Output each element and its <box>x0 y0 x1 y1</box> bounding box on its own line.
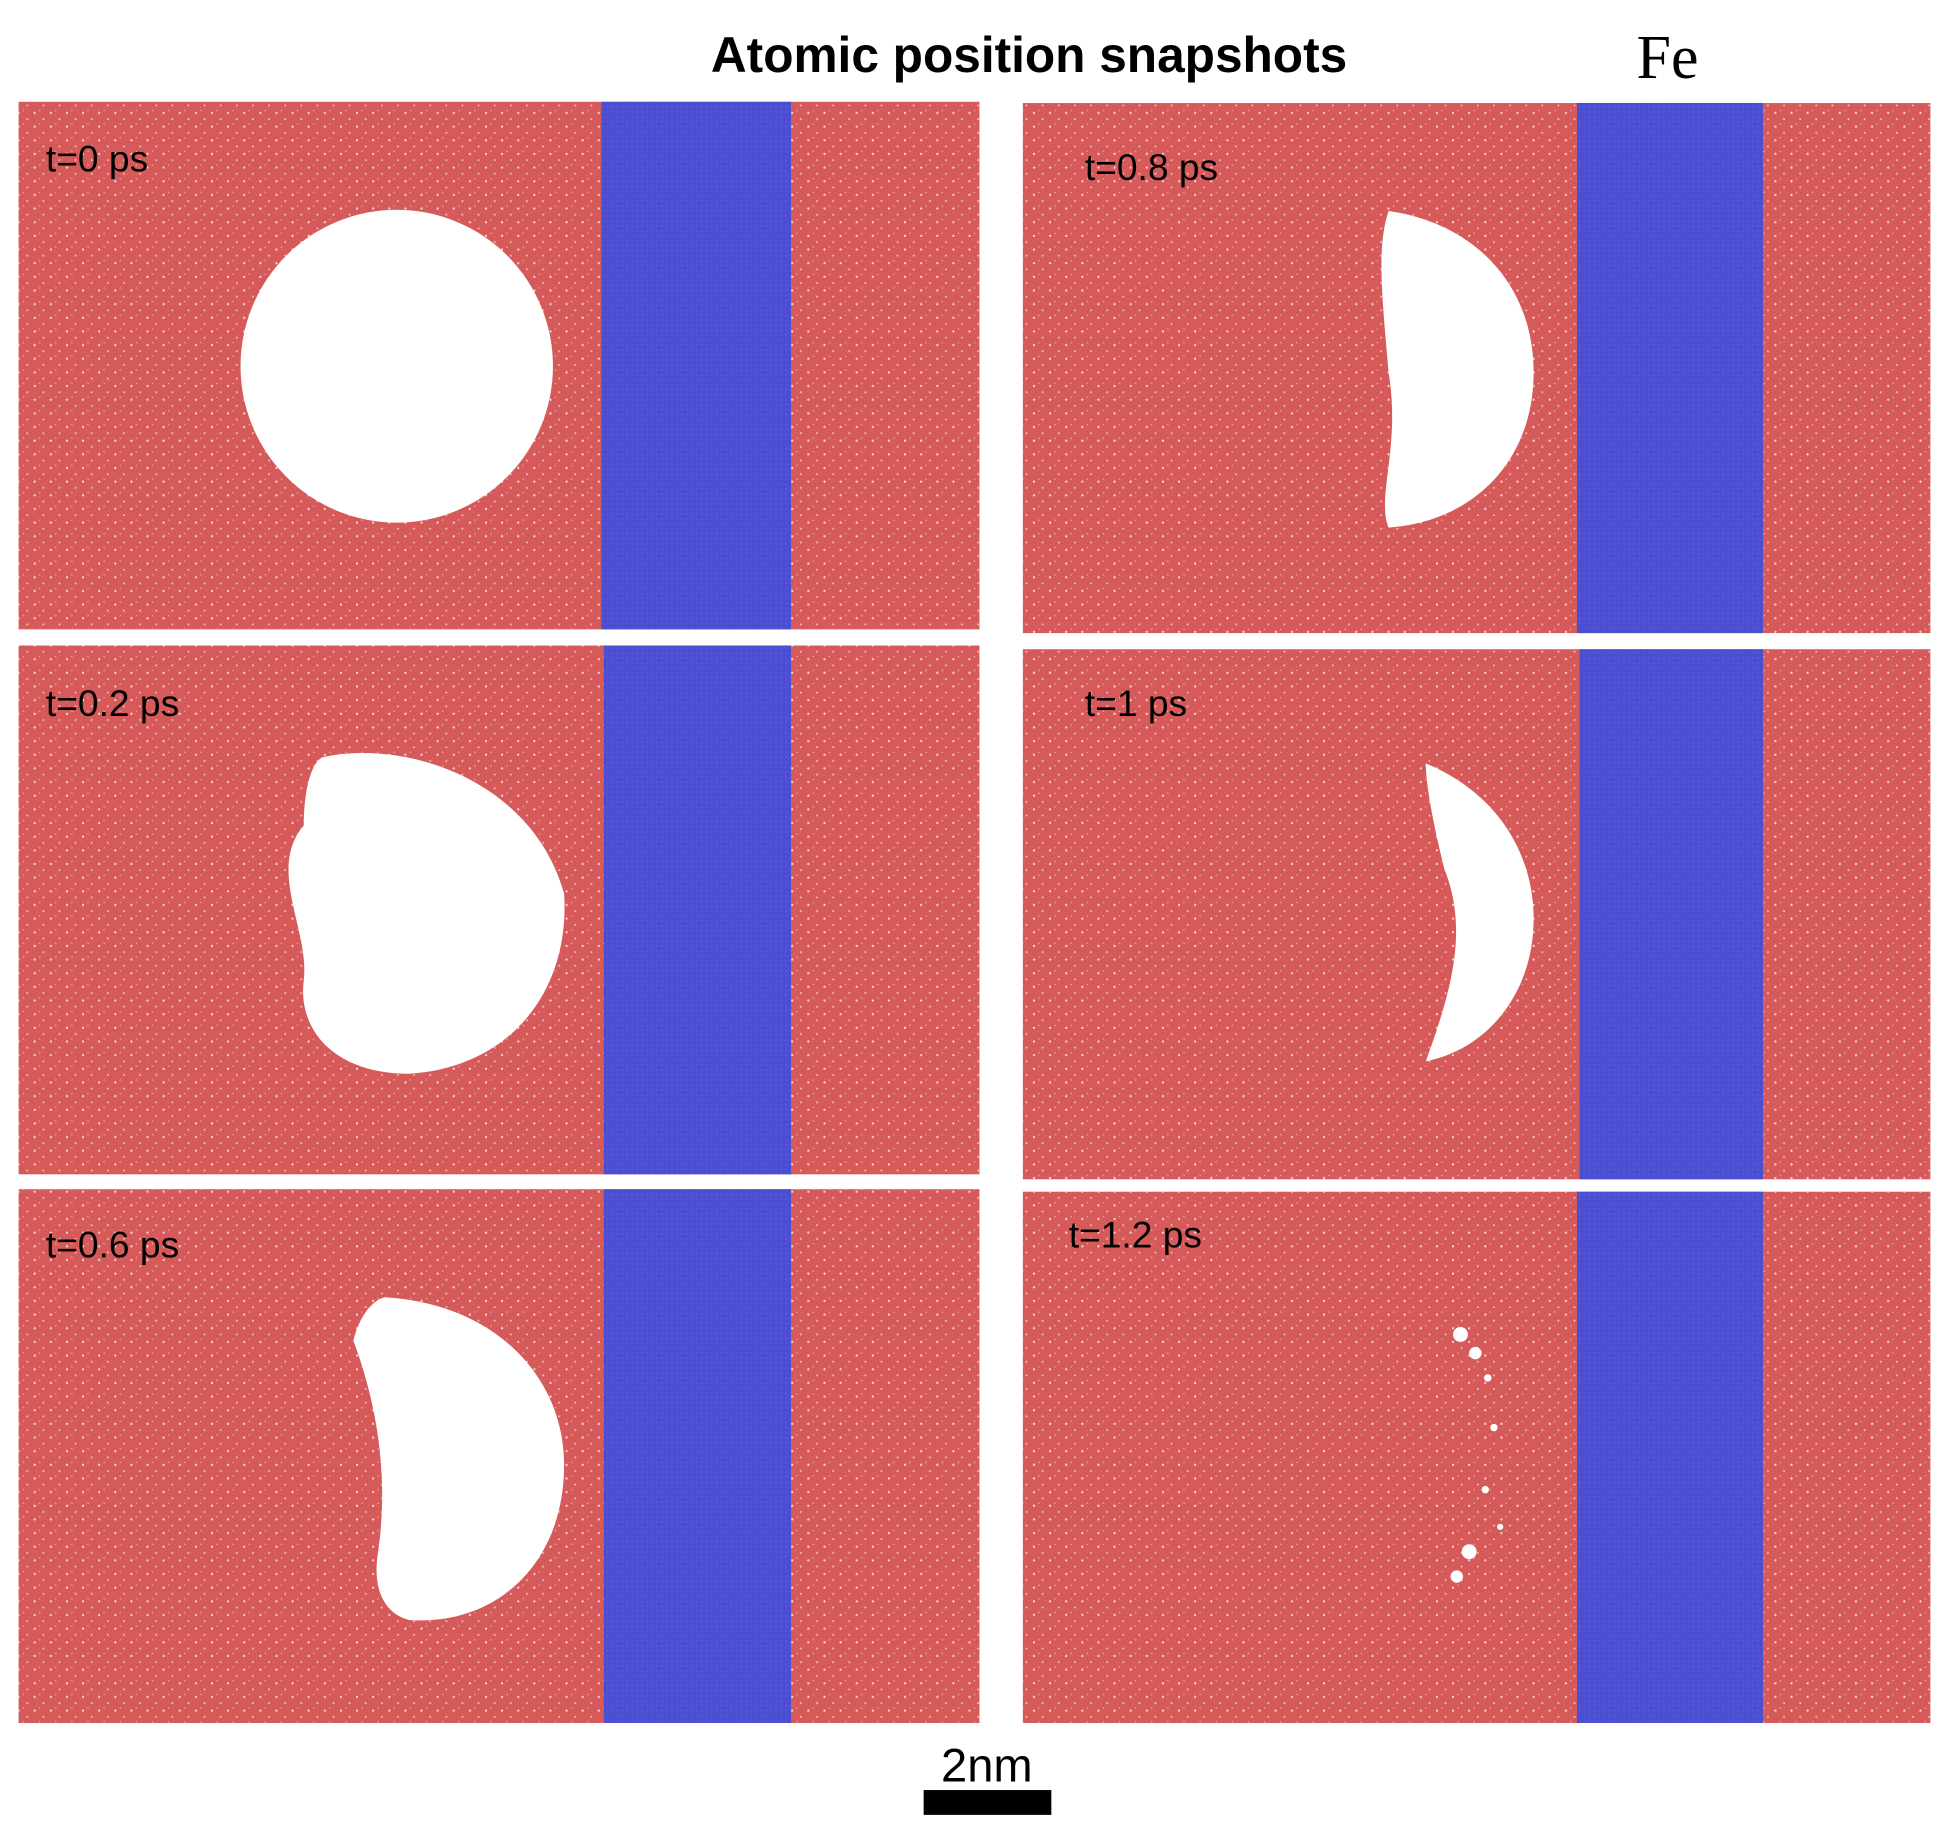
element-label: Fe <box>1637 24 1699 92</box>
panel: t=0.6 ps <box>18 1189 980 1724</box>
void <box>353 1297 565 1621</box>
time-label: t=0.6 ps <box>46 1223 179 1265</box>
void <box>240 209 553 523</box>
panel: t=1 ps <box>1022 649 1931 1180</box>
panel: t=1.2 ps <box>1022 1191 1931 1724</box>
panel: t=0 ps <box>18 101 980 630</box>
panel: t=0.2 ps <box>18 645 980 1175</box>
time-label: t=1 ps <box>1085 682 1187 724</box>
time-label: t=0 ps <box>46 137 148 179</box>
panel: t=0.8 ps <box>1022 103 1931 634</box>
scale-bar <box>923 1790 1052 1815</box>
figure-title: Atomic position snapshots <box>711 27 1347 83</box>
void <box>1381 211 1534 528</box>
void <box>1450 1327 1504 1583</box>
void <box>288 753 565 1074</box>
scale-bar-label: 2nm <box>941 1738 1033 1791</box>
void <box>1425 763 1534 1062</box>
time-label: t=0.8 ps <box>1085 146 1218 188</box>
time-label: t=0.2 ps <box>46 682 179 724</box>
time-label: t=1.2 ps <box>1069 1214 1202 1256</box>
